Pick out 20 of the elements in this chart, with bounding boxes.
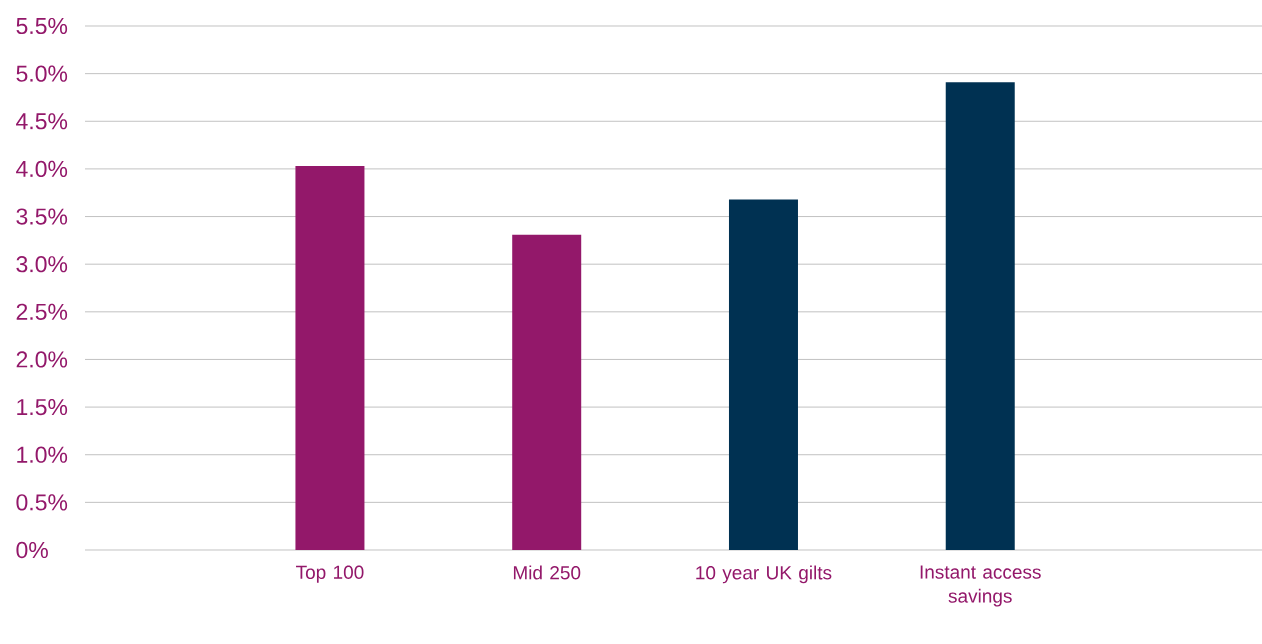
y-tick-label: 3.0%	[16, 256, 68, 273]
y-tick-label: 4.0%	[16, 160, 68, 178]
y-tick-label: 1.5%	[17, 399, 68, 416]
y-tick-label: 0.5%	[16, 494, 68, 511]
x-tick-label: Mid 250	[513, 565, 581, 580]
bar	[295, 166, 365, 550]
y-tick-label: 5.0%	[16, 65, 68, 82]
y-tick-label: 1.0%	[17, 446, 68, 463]
y-tick-label: 0%	[16, 541, 48, 559]
y-tick-label: 3.5%	[16, 208, 68, 225]
y-tick-label: 5.5%	[16, 17, 68, 35]
bar	[512, 234, 582, 550]
y-tick-label: 4.5%	[16, 113, 68, 130]
bar	[945, 82, 1015, 550]
x-tick-label: 10 year UK gilts	[696, 565, 832, 584]
bar	[728, 199, 798, 550]
x-tick-label: Top 100	[296, 565, 364, 583]
x-tick-label: Instant access savings	[920, 565, 1041, 607]
y-tick-label: 2.0%	[16, 351, 68, 368]
y-tick-label: 2.5%	[16, 303, 68, 320]
